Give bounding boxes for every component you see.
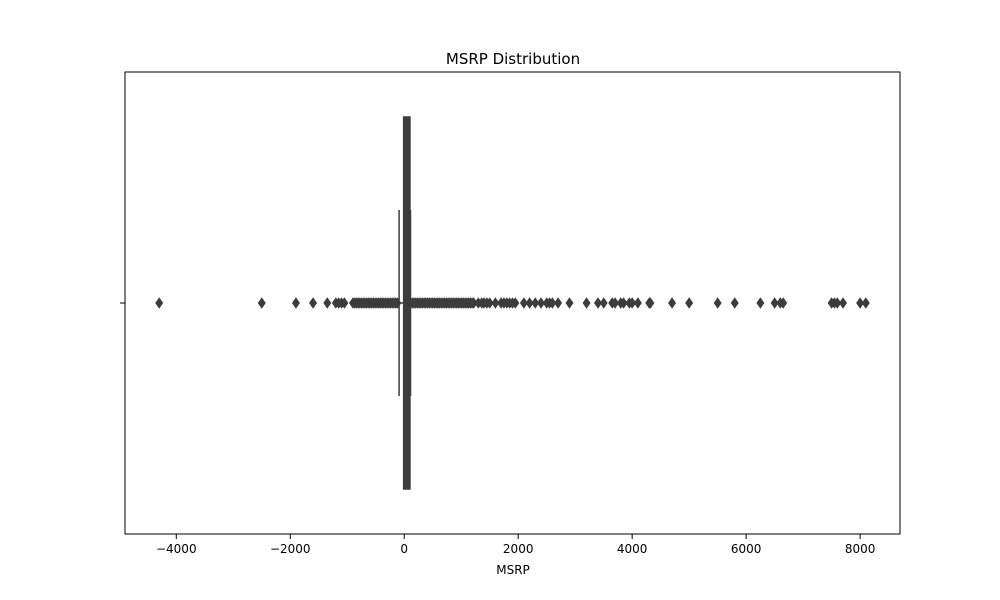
outlier-point [779,297,788,309]
outlier-point [393,297,402,309]
outlier-point [646,297,655,309]
outlier-point [525,297,534,309]
outlier-point [511,297,520,309]
x-tick-label: 0 [400,542,408,556]
outlier-point [519,297,528,309]
outlier-point [713,297,722,309]
outlier-point [668,297,677,309]
outlier-point [770,297,779,309]
outlier-point [323,297,332,309]
outlier-point [599,297,608,309]
outlier-point [856,297,865,309]
outlier-point [611,297,620,309]
outlier-point [633,297,642,309]
outlier-point [548,297,557,309]
axes-frame [124,71,901,535]
outlier-point [582,297,591,309]
outlier-point [155,297,164,309]
x-tick-label: 8000 [845,542,876,556]
x-tick-label: 4000 [617,542,648,556]
outlier-point [593,297,602,309]
outlier-point [309,297,318,309]
outlier-point [833,297,842,309]
outlier-point [485,297,494,309]
outlier-point [554,297,563,309]
outlier-point [628,297,637,309]
x-tick-label: −2000 [270,542,311,556]
x-tick-label: 6000 [731,542,762,556]
outlier-point [730,297,739,309]
outlier-point [340,297,349,309]
x-tick-label: 2000 [503,542,534,556]
plot-area: −4000 −2000 0 2000 4000 6000 8000 [120,116,876,556]
outlier-point [685,297,694,309]
outlier-point [565,297,574,309]
outlier-point [756,297,765,309]
x-tick-label: −4000 [156,542,197,556]
chart-title: MSRP Distribution [446,50,580,68]
outlier-point [257,297,266,309]
outlier-point [531,297,540,309]
outlier-point [491,297,500,309]
outlier-point [861,297,870,309]
x-axis-label: MSRP [496,563,530,577]
outlier-point [839,297,848,309]
outlier-point [537,297,545,309]
outlier-point [291,297,300,309]
outlier-point [619,297,628,309]
